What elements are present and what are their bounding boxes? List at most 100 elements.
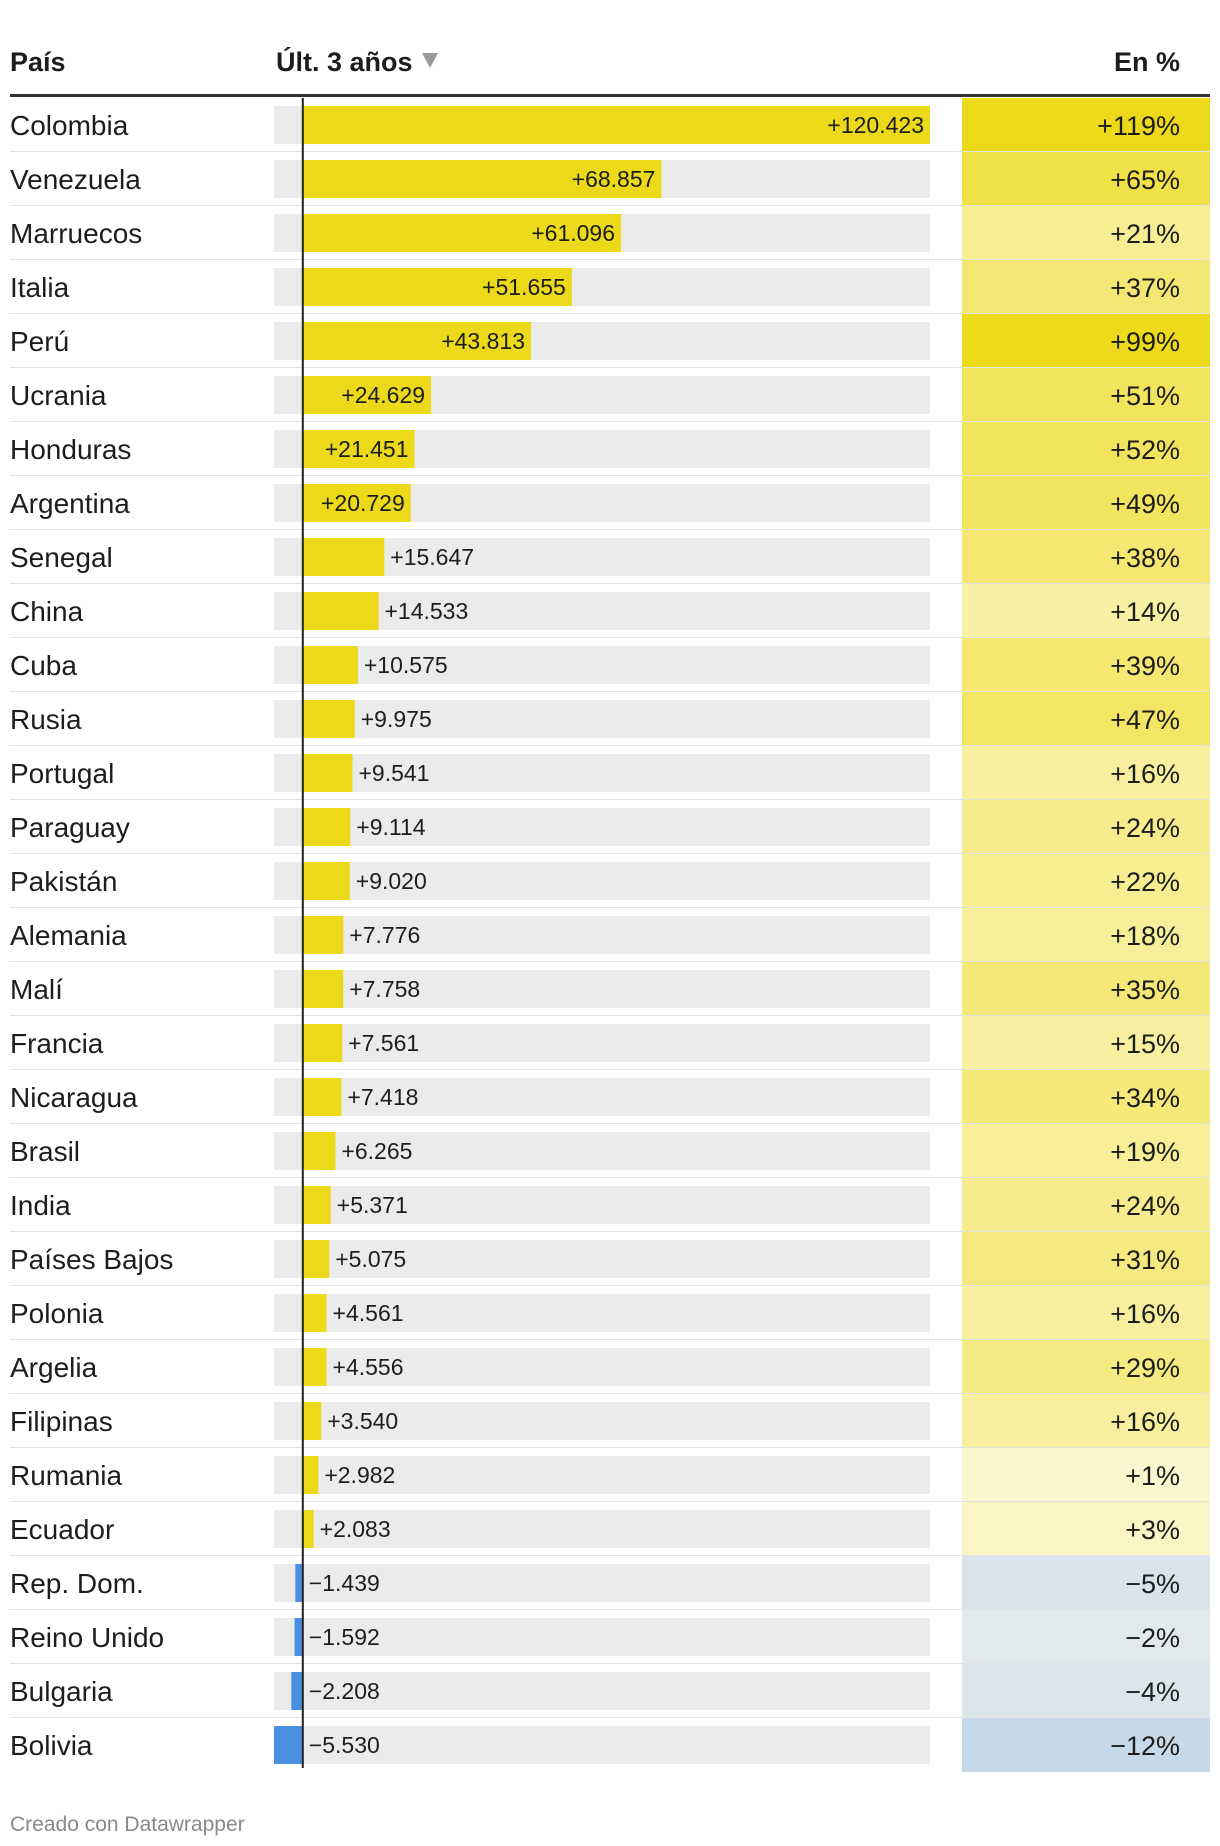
country-name: Perú [10,326,69,357]
table-row: Rumania +2.982 +1% [10,1448,1210,1502]
pct-cell-bg [962,746,1210,800]
pct-label: +37% [1110,273,1180,303]
pct-cell-bg [962,260,1210,314]
sort-descending-icon[interactable] [422,53,438,68]
country-name: Honduras [10,434,131,465]
pct-label: +24% [1110,1191,1180,1221]
row-divider [10,961,1210,962]
country-name: Rusia [10,704,82,735]
pct-cell-bg [962,1232,1210,1286]
bar-track [274,1456,930,1494]
value-bar [302,646,358,684]
header-country[interactable]: País [10,47,66,77]
pct-label: −4% [1125,1677,1180,1707]
value-bar [294,1618,303,1656]
header-bar-column[interactable]: Últ. 3 años [276,46,413,77]
value-label: +10.575 [364,652,448,678]
country-name: Pakistán [10,866,117,897]
bar-track [274,916,930,954]
row-divider [10,1663,1210,1664]
pct-cell-bg [962,530,1210,584]
country-name: India [10,1190,71,1221]
pct-label: +51% [1110,381,1180,411]
table-row: Bulgaria −2.208 −4% [10,1664,1210,1718]
value-label: +21.451 [325,436,409,462]
value-label: +7.561 [348,1030,419,1056]
pct-cell-bg [962,1394,1210,1448]
pct-label: +119% [1097,111,1180,141]
value-label: +2.982 [324,1462,395,1488]
pct-cell-bg [962,1556,1210,1610]
bar-track [274,700,930,738]
pct-cell-bg [962,368,1210,422]
pct-label: +24% [1110,813,1180,843]
table-body: Colombia +120.423 +119% Venezuela +68.857 +65… [10,98,1210,1772]
pct-label: +38% [1110,543,1180,573]
value-label: +7.418 [347,1084,418,1110]
pct-cell-bg [962,638,1210,692]
value-label: −2.208 [309,1678,380,1704]
row-divider [10,1231,1210,1232]
bar-track [274,1618,930,1656]
table-row: Marruecos +61.096 +21% [10,206,1210,260]
row-divider [10,1555,1210,1556]
pct-label: +65% [1110,165,1180,195]
bar-track [274,592,930,630]
value-label: +6.265 [341,1138,412,1164]
table-row: Nicaragua +7.418 +34% [10,1070,1210,1124]
bar-track [274,1024,930,1062]
value-bar [302,322,531,360]
pct-cell-bg [962,476,1210,530]
country-name: Rumania [10,1460,122,1491]
pct-label: +31% [1110,1245,1180,1275]
bar-track [274,970,930,1008]
row-divider [10,637,1210,638]
country-name: Brasil [10,1136,80,1167]
row-divider [10,1285,1210,1286]
pct-label: +22% [1110,867,1180,897]
value-label: +5.371 [337,1192,408,1218]
value-bar [302,1348,327,1386]
country-name: Paraguay [10,812,130,843]
pct-cell-bg [962,422,1210,476]
pct-label: +18% [1110,921,1180,951]
row-divider [10,1177,1210,1178]
table-row: Reino Unido −1.592 −2% [10,1610,1210,1664]
country-name: Cuba [10,650,77,681]
table-row: Italia +51.655 +37% [10,260,1210,314]
bar-track [274,1132,930,1170]
value-bar [274,1726,303,1764]
value-bar [295,1564,303,1602]
value-label: −1.439 [309,1570,380,1596]
value-label: +61.096 [531,220,615,246]
row-divider [10,691,1210,692]
pct-cell-bg [962,1070,1210,1124]
value-label: +14.533 [384,598,468,624]
row-divider [10,1609,1210,1610]
country-name: Ecuador [10,1514,114,1545]
value-label: +68.857 [572,166,656,192]
value-bar [302,160,662,198]
row-divider [10,151,1210,152]
country-name: Polonia [10,1298,104,1329]
country-name: Bolivia [10,1730,93,1761]
value-bar [302,1078,342,1116]
header-pct-column[interactable]: En % [1114,47,1180,77]
value-label: +51.655 [482,274,566,300]
pct-cell-bg [962,206,1210,260]
bar-track [274,1672,930,1710]
pct-cell-bg [962,800,1210,854]
pct-label: −5% [1125,1569,1180,1599]
row-divider [10,907,1210,908]
bar-track [274,646,930,684]
pct-cell-bg [962,692,1210,746]
value-label: +9.020 [356,868,427,894]
country-name: Argentina [10,488,130,519]
value-label: +7.776 [349,922,420,948]
row-divider [10,529,1210,530]
pct-label: +47% [1110,705,1180,735]
row-divider [10,1501,1210,1502]
pct-label: +49% [1110,489,1180,519]
country-name: Nicaragua [10,1082,138,1113]
pct-cell-bg [962,1286,1210,1340]
